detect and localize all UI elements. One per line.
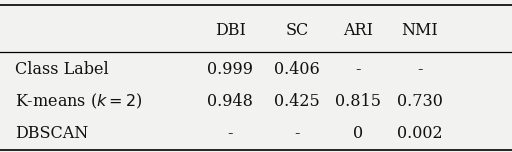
Text: 0.002: 0.002 bbox=[397, 125, 443, 142]
Text: 0.730: 0.730 bbox=[397, 93, 443, 110]
Text: -: - bbox=[417, 61, 422, 78]
Text: 0.406: 0.406 bbox=[274, 61, 320, 78]
Text: K-means ($k = 2$): K-means ($k = 2$) bbox=[15, 92, 143, 111]
Text: 0.999: 0.999 bbox=[207, 61, 253, 78]
Text: -: - bbox=[356, 61, 361, 78]
Text: 0.425: 0.425 bbox=[274, 93, 320, 110]
Text: 0: 0 bbox=[353, 125, 364, 142]
Text: ARI: ARI bbox=[344, 22, 373, 39]
Text: NMI: NMI bbox=[401, 22, 438, 39]
Text: -: - bbox=[228, 125, 233, 142]
Text: 0.815: 0.815 bbox=[335, 93, 381, 110]
Text: SC: SC bbox=[285, 22, 309, 39]
Text: -: - bbox=[294, 125, 300, 142]
Text: DBSCAN: DBSCAN bbox=[15, 125, 89, 142]
Text: DBI: DBI bbox=[215, 22, 246, 39]
Text: 0.948: 0.948 bbox=[207, 93, 253, 110]
Text: Class Label: Class Label bbox=[15, 61, 109, 78]
